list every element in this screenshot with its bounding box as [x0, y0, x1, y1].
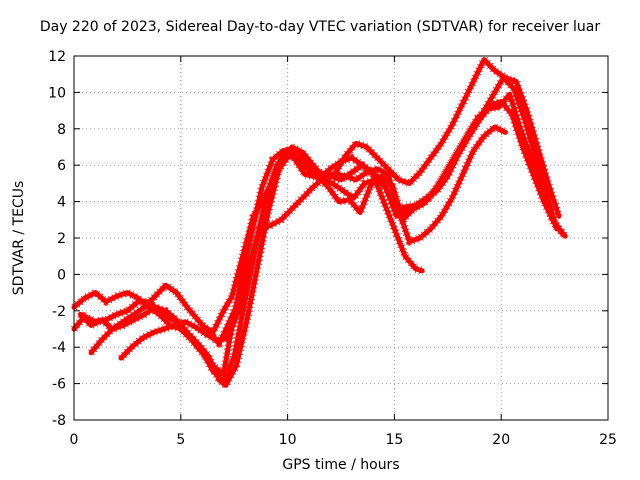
x-tick-label: 25 [599, 432, 617, 448]
x-tick-label: 10 [279, 432, 297, 448]
y-tick-label: 2 [57, 231, 66, 247]
y-tick-label: 6 [57, 158, 66, 174]
y-tick-label: 10 [48, 85, 66, 101]
y-tick-label: -2 [52, 304, 66, 320]
y-tick-label: 0 [57, 267, 66, 283]
y-tick-label: 12 [48, 49, 66, 65]
series-markers-arc-2 [70, 97, 569, 386]
x-axis-ticks: 0 5 10 15 20 25 [70, 56, 617, 448]
chart-title: Day 220 of 2023, Sidereal Day-to-day VTE… [39, 19, 601, 35]
series-group [70, 55, 569, 390]
series-line-arc-6 [199, 91, 566, 336]
y-tick-label: -4 [52, 340, 66, 356]
y-axis-ticks: -8 -6 -4 -2 0 2 4 6 8 10 12 [48, 49, 608, 429]
series-line-arc-2 [71, 99, 568, 385]
y-tick-label: -6 [52, 377, 66, 393]
y-axis-label: SDTVAR / TECUs [11, 180, 27, 296]
series-markers-arc-6 [199, 90, 567, 337]
x-tick-label: 15 [385, 432, 403, 448]
x-tick-label: 5 [176, 432, 185, 448]
series-line-arc-3 [77, 75, 560, 388]
y-tick-label: 4 [57, 195, 66, 211]
series-markers-arc-3 [77, 73, 561, 390]
y-tick-label: 8 [57, 122, 66, 138]
x-tick-label: 0 [70, 432, 79, 448]
x-tick-label: 20 [492, 432, 510, 448]
series-line-arc-5 [118, 124, 508, 361]
x-axis-label: GPS time / hours [282, 457, 400, 473]
y-tick-label: -8 [52, 413, 66, 429]
